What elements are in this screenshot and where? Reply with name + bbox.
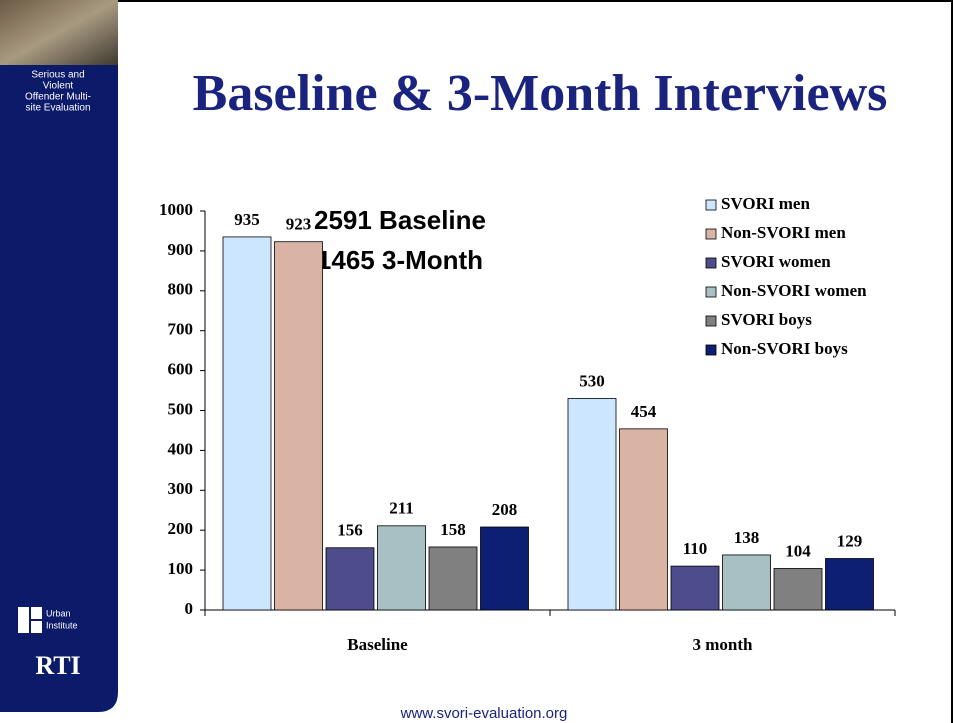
sidebar-photo [0,0,118,65]
urban-logo: Urban Institute [18,607,78,633]
legend-label: Non-SVORI women [721,281,867,300]
annotation: 1465 3-Month [317,245,483,275]
legend-label: Non-SVORI men [721,223,846,242]
data-label: 104 [785,541,811,560]
legend-swatch [705,315,717,327]
legend-label: SVORI men [721,194,810,213]
y-tick-label: 200 [168,519,194,538]
bar [325,547,375,611]
data-label: 454 [631,402,657,421]
y-tick-label: 1000 [159,200,193,219]
y-tick-label: 600 [168,360,194,379]
y-tick-label: 900 [168,240,194,259]
legend-swatch [705,199,717,211]
bar [480,526,529,611]
y-tick-label: 300 [168,479,194,498]
bar [773,568,823,611]
bar [825,558,874,611]
data-label: 138 [734,528,760,547]
data-label: 158 [440,520,466,539]
bar [274,241,323,611]
data-label: 530 [579,371,605,390]
data-label: 156 [337,521,363,540]
x-tick-label: 3 month [693,635,754,654]
legend-swatch [705,257,717,269]
footer-url: www.svori-evaluation.org [400,705,568,722]
bar [619,428,668,611]
bar [222,236,272,611]
x-tick-label: Baseline [347,635,408,654]
sidebar [0,0,118,712]
sidebar-caption: Serious and [31,70,84,81]
legend-swatch [705,286,717,298]
bar [428,546,478,611]
legend-label: SVORI women [721,252,831,271]
legend-label: Non-SVORI boys [721,339,848,358]
data-label: 208 [492,500,518,519]
data-label: 211 [389,499,414,518]
urban-label: Urban [46,608,71,618]
bar [670,565,720,611]
data-label: 935 [234,210,260,229]
data-label: 129 [837,531,863,550]
legend-label: SVORI boys [721,310,812,329]
y-tick-label: 800 [168,280,194,299]
annotation: 2591 Baseline [314,205,486,235]
bar [377,525,426,611]
slide-title: Baseline & 3-Month Interviews [193,65,888,122]
y-tick-label: 100 [168,559,194,578]
legend-swatch [705,344,717,356]
y-tick-label: 400 [168,439,194,458]
bar [567,398,617,611]
urban-label: Institute [46,620,78,630]
y-tick-label: 500 [168,399,194,418]
y-tick-label: 700 [168,320,194,339]
bar [722,554,771,611]
rti-logo: RTI [35,651,80,680]
data-label: 923 [286,215,312,234]
sidebar-caption: site Evaluation [25,103,90,114]
legend-swatch [705,228,717,240]
data-label: 110 [683,539,708,558]
sidebar-caption: Offender Multi- [25,92,91,103]
y-tick-label: 0 [185,599,194,618]
sidebar-caption: Violent [43,81,74,92]
